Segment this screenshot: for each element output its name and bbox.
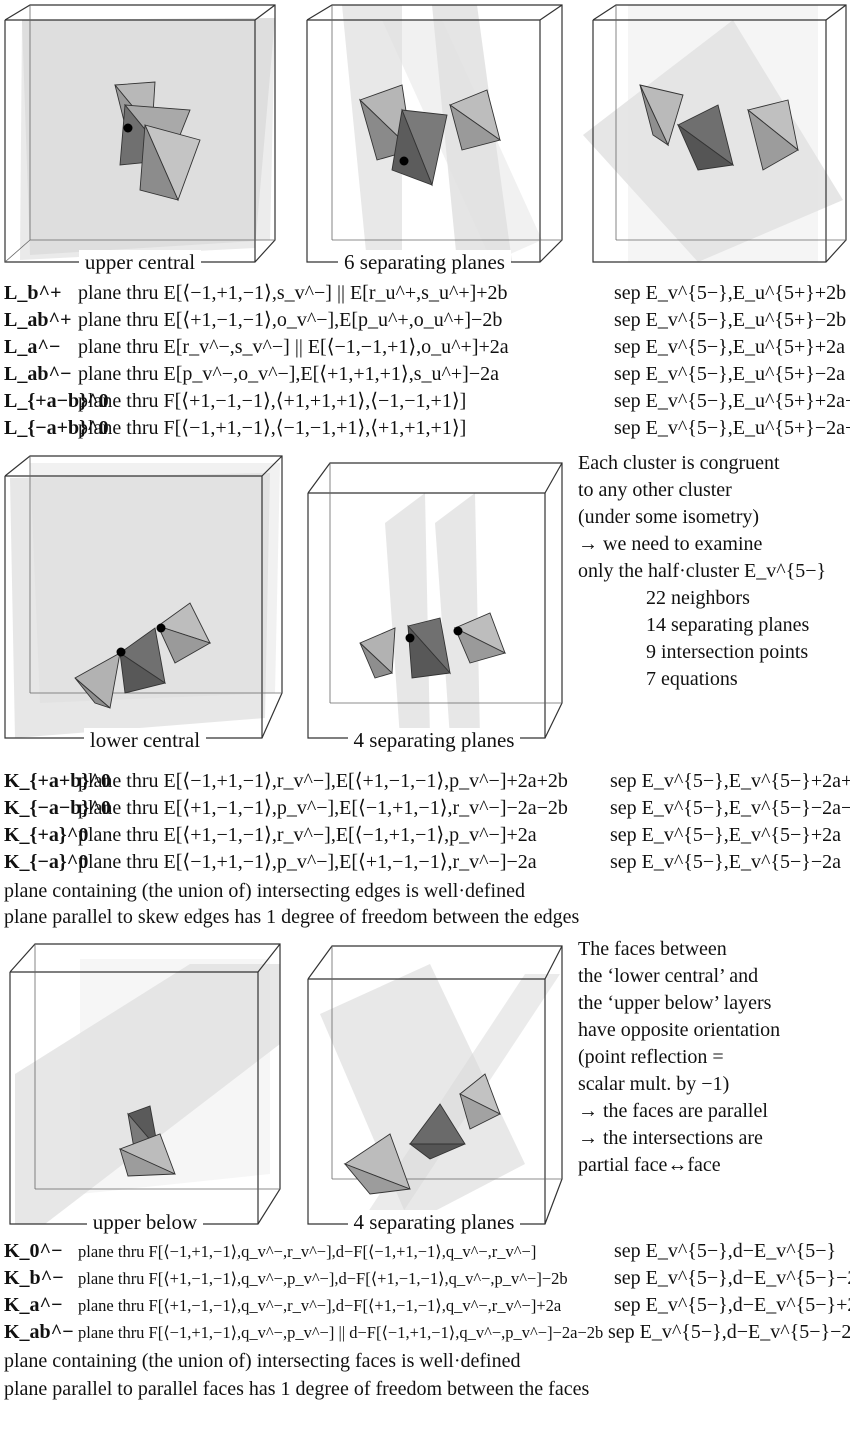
plane-description: plane thru F[⟨+1,−1,−1⟩,q_v^−,r_v^−],d−F… bbox=[78, 1296, 562, 1315]
face-note-footer: plane containing (the union of) intersec… bbox=[4, 1350, 521, 1372]
figure-lower-central: lower central bbox=[0, 448, 290, 756]
plane-separation: sep E_v^{5−},d−E_v^{5−} bbox=[614, 1240, 837, 1262]
face-note-line: → the intersections are bbox=[578, 1127, 763, 1149]
table-row-K0-plus-a-plus-b: K_{+a+b}^0 plane thru E[⟨−1,+1,−1⟩,r_v^−… bbox=[0, 768, 850, 795]
plane-separation: sep E_v^{5−},E_u^{5+}−2b bbox=[614, 309, 847, 331]
cluster-stat: 7 equations bbox=[646, 668, 738, 690]
table-row-L-0-plus-a-minus-b: L_{+a−b}^0 plane thru F[⟨+1,−1,−1⟩,⟨+1,+… bbox=[0, 388, 850, 415]
plane-symbol: L_ab^− bbox=[4, 363, 72, 385]
face-note-line: scalar mult. by −1) bbox=[578, 1073, 730, 1095]
figure-upper-below: upper below bbox=[0, 934, 290, 1238]
table-row-K-ab-minus: K_ab^− plane thru F[⟨−1,+1,−1⟩,q_v^−,p_v… bbox=[0, 1319, 850, 1346]
table-row-K-0-minus: K_0^− plane thru F[⟨−1,+1,−1⟩,q_v^−,r_v^… bbox=[0, 1238, 850, 1265]
plane-description: plane thru E[p_v^−,o_v^−],E[⟨+1,+1,+1⟩,s… bbox=[78, 363, 499, 385]
edge-note: plane containing (the union of) intersec… bbox=[4, 880, 525, 902]
table-row-K0-plus-a: K_{+a}^0 plane thru E[⟨+1,−1,−1⟩,r_v^−],… bbox=[0, 822, 850, 849]
plane-separation: sep E_v^{5−},E_u^{5+}+2a bbox=[614, 336, 845, 358]
plane-description: plane thru F[⟨−1,+1,−1⟩,q_v^−,p_v^−] || … bbox=[78, 1323, 604, 1342]
plane-symbol: K_b^− bbox=[4, 1267, 64, 1289]
plane-separation: sep E_v^{5−},d−E_v^{5−}+2a bbox=[614, 1294, 850, 1316]
table-row-L-ab-plus: L_ab^+ plane thru E[⟨+1,−1,−1⟩,o_v^−],E[… bbox=[0, 307, 850, 334]
plane-symbol: K_0^− bbox=[4, 1240, 63, 1262]
face-note-line: the ‘upper below’ layers bbox=[578, 992, 772, 1014]
plane-separation: sep E_v^{5−},d−E_v^{5−}−2b bbox=[614, 1267, 850, 1289]
plane-description: plane thru E[⟨−1,+1,−1⟩,p_v^−],E[⟨+1,−1,… bbox=[78, 851, 537, 873]
plane-description: plane thru F[⟨−1,+1,−1⟩,⟨−1,−1,+1⟩,⟨+1,+… bbox=[78, 417, 467, 439]
plane-separation: sep E_v^{5−},E_u^{5+}+2a−2b bbox=[614, 390, 850, 412]
plane-description: plane thru E[⟨−1,+1,−1⟩,r_v^−],E[⟨+1,−1,… bbox=[78, 770, 568, 792]
plane-description: plane thru E[⟨+1,−1,−1⟩,o_v^−],E[p_u^+,o… bbox=[78, 309, 503, 331]
plane-separation: sep E_v^{5−},E_v^{5−}−2a bbox=[610, 851, 841, 873]
cluster-note-line: to any other cluster bbox=[578, 479, 732, 501]
plane-symbol: K_a^− bbox=[4, 1294, 63, 1316]
figure-four-separating-planes-bottom: 4 separating planes bbox=[300, 934, 568, 1238]
plane-separation: sep E_v^{5−},E_v^{5−}−2a−2b bbox=[610, 797, 850, 819]
plane-description: plane thru F[⟨−1,+1,−1⟩,q_v^−,r_v^−],d−F… bbox=[78, 1242, 537, 1261]
figure-caption: upper central bbox=[78, 250, 202, 274]
figure-four-separating-planes-middle: 4 separating planes bbox=[300, 448, 568, 756]
edge-note: plane parallel to skew edges has 1 degre… bbox=[4, 906, 580, 928]
cluster-note: Each cluster is congruent to any other c… bbox=[578, 450, 826, 693]
figure-six-separating-planes: 6 separating planes bbox=[282, 0, 567, 278]
plane-symbol: K_ab^− bbox=[4, 1321, 74, 1343]
table-row-K-b-minus: K_b^− plane thru F[⟨+1,−1,−1⟩,q_v^−,p_v^… bbox=[0, 1265, 850, 1292]
cluster-note-line: → we need to examine bbox=[578, 533, 763, 555]
table-row-K0-minus-a: K_{−a}^0 plane thru E[⟨−1,+1,−1⟩,p_v^−],… bbox=[0, 849, 850, 876]
table-row-L-b-plus: L_b^+ plane thru E[⟨−1,+1,−1⟩,s_v^−] || … bbox=[0, 280, 850, 307]
face-note-line: → the faces are parallel bbox=[578, 1100, 768, 1122]
table-row-L-a-minus: L_a^− plane thru E[r_v^−,s_v^−] || E[⟨−1… bbox=[0, 334, 850, 361]
face-note-line: (point reflection = bbox=[578, 1046, 724, 1068]
figure-top-right bbox=[568, 0, 850, 278]
plane-symbol: K_{+a}^0 bbox=[4, 824, 89, 846]
table-row-L-ab-minus: L_ab^− plane thru E[p_v^−,o_v^−],E[⟨+1,+… bbox=[0, 361, 850, 388]
plane-description: plane thru F[⟨+1,−1,−1⟩,q_v^−,p_v^−],d−F… bbox=[78, 1269, 568, 1288]
cluster-stat: 9 intersection points bbox=[646, 641, 809, 663]
plane-symbol: L_b^+ bbox=[4, 282, 62, 304]
figure-caption: lower central bbox=[83, 728, 207, 752]
cluster-stat: 14 separating planes bbox=[646, 614, 810, 636]
plane-symbol: K_{+a+b}^0 bbox=[4, 770, 111, 792]
face-note-line: partial face↔face bbox=[578, 1154, 721, 1176]
plane-separation: sep E_v^{5−},d−E_v^{5−}−2a−2b bbox=[608, 1321, 850, 1343]
cluster-note-line: (under some isometry) bbox=[578, 506, 760, 528]
face-note-line: the ‘lower central’ and bbox=[578, 965, 759, 987]
figure-caption: 6 separating planes bbox=[338, 250, 511, 274]
plane-description: plane thru E[⟨−1,+1,−1⟩,s_v^−] || E[r_u^… bbox=[78, 282, 508, 304]
cluster-note-line: only the half·cluster E_v^{5−} bbox=[578, 560, 827, 582]
plane-description: plane thru E[⟨+1,−1,−1⟩,p_v^−],E[⟨−1,+1,… bbox=[78, 797, 568, 819]
plane-symbol: L_a^− bbox=[4, 336, 61, 358]
face-note-line: The faces between bbox=[578, 938, 727, 960]
plane-separation: sep E_v^{5−},E_v^{5−}+2a bbox=[610, 824, 841, 846]
figure-caption: upper below bbox=[86, 1210, 204, 1234]
plane-symbol: L_{−a+b}^0 bbox=[4, 417, 109, 439]
plane-symbol: K_{−a}^0 bbox=[4, 851, 89, 873]
face-note-line: have opposite orientation bbox=[578, 1019, 781, 1041]
plane-symbol: L_ab^+ bbox=[4, 309, 72, 331]
face-note: The faces between the ‘lower central’ an… bbox=[578, 936, 780, 1179]
plane-description: plane thru E[r_v^−,s_v^−] || E[⟨−1,−1,+1… bbox=[78, 336, 509, 358]
face-note-footer: plane parallel to parallel faces has 1 d… bbox=[4, 1378, 590, 1400]
cluster-stat: 22 neighbors bbox=[646, 587, 750, 609]
plane-separation: sep E_v^{5−},E_v^{5−}+2a+2b bbox=[610, 770, 850, 792]
plane-separation: sep E_v^{5−},E_u^{5+}+2b bbox=[614, 282, 847, 304]
table-row-K-a-minus: K_a^− plane thru F[⟨+1,−1,−1⟩,q_v^−,r_v^… bbox=[0, 1292, 850, 1319]
figure-caption: 4 separating planes bbox=[347, 1210, 521, 1234]
plane-separation: sep E_v^{5−},E_u^{5+}−2a+2b bbox=[614, 417, 850, 439]
plane-symbol: K_{−a−b}^0 bbox=[4, 797, 111, 819]
plane-symbol: L_{+a−b}^0 bbox=[4, 390, 109, 412]
plane-description: plane thru E[⟨+1,−1,−1⟩,r_v^−],E[⟨−1,+1,… bbox=[78, 824, 537, 846]
plane-description: plane thru F[⟨+1,−1,−1⟩,⟨+1,+1,+1⟩,⟨−1,−… bbox=[78, 390, 467, 412]
table-row-L-0-minus-a-plus-b: L_{−a+b}^0 plane thru F[⟨−1,+1,−1⟩,⟨−1,−… bbox=[0, 415, 850, 442]
cluster-note-line: Each cluster is congruent bbox=[578, 452, 780, 474]
figure-upper-central: upper central bbox=[0, 0, 280, 278]
table-row-K0-minus-a-minus-b: K_{−a−b}^0 plane thru E[⟨+1,−1,−1⟩,p_v^−… bbox=[0, 795, 850, 822]
figure-caption: 4 separating planes bbox=[347, 728, 521, 752]
plane-separation: sep E_v^{5−},E_u^{5+}−2a bbox=[614, 363, 845, 385]
